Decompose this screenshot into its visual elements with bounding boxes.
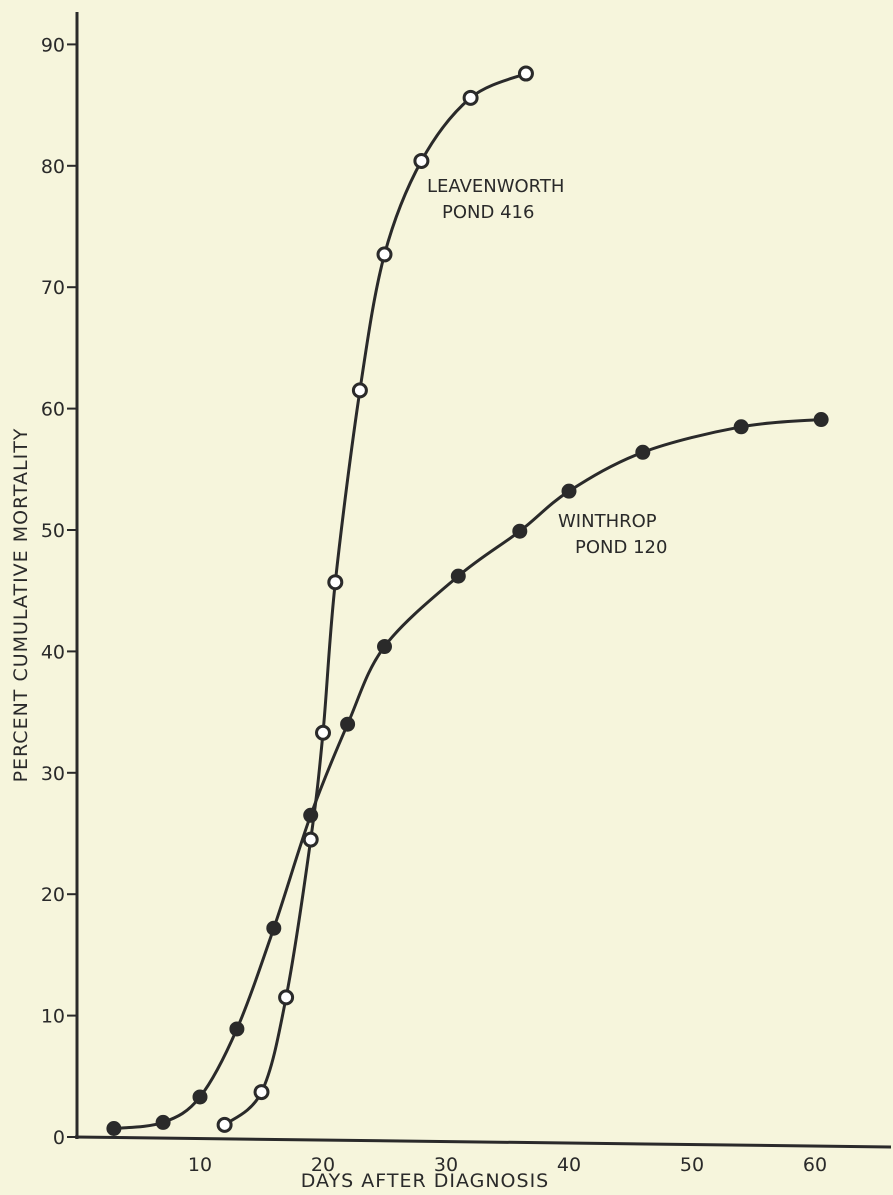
data-point-s1-7 xyxy=(377,639,392,655)
data-point-s1-13 xyxy=(813,412,829,428)
data-point-s1-5 xyxy=(303,807,319,823)
x-tick-label-60: 60 xyxy=(803,1154,827,1176)
data-point-s1-6 xyxy=(340,716,356,732)
data-point-s1-2 xyxy=(192,1089,208,1105)
data-point-s0-9 xyxy=(462,89,479,106)
x-tick-label-50: 50 xyxy=(680,1154,704,1176)
data-point-s1-0 xyxy=(106,1121,122,1137)
data-point-s0-5 xyxy=(327,574,344,591)
data-point-s0-6 xyxy=(351,382,368,399)
y-axis-label: PERCENT CUMULATIVE MORTALITY xyxy=(10,428,32,783)
data-point-s0-0 xyxy=(216,1116,233,1133)
series-line-0 xyxy=(223,72,528,1127)
series-label-leavenworth-line2: POND 416 xyxy=(442,202,534,223)
data-point-s0-8 xyxy=(413,152,430,169)
x-tick-label-40: 40 xyxy=(557,1154,581,1176)
x-tick-label-30: 30 xyxy=(434,1154,458,1176)
data-point-s1-10 xyxy=(561,483,577,499)
y-tick-label-30: 30 xyxy=(41,763,65,785)
data-point-s1-3 xyxy=(229,1021,245,1037)
data-point-s0-1 xyxy=(253,1084,270,1101)
series-label-leavenworth-line1: LEAVENWORTH xyxy=(427,176,564,197)
y-tick-label-70: 70 xyxy=(41,277,65,299)
data-point-s0-2 xyxy=(278,989,295,1006)
y-tick-label-80: 80 xyxy=(41,156,65,178)
y-tick-label-90: 90 xyxy=(41,34,65,56)
chart-ticks: 0 10 20 30 40 50 60 70 80 90 10 20 30 40 50 60 xyxy=(41,34,827,1176)
data-point-s0-10 xyxy=(517,65,534,82)
x-axis-label: DAYS AFTER DIAGNOSIS xyxy=(301,1170,549,1192)
y-tick-label-10: 10 xyxy=(41,1006,65,1028)
data-point-s1-12 xyxy=(733,419,749,435)
y-tick-label-60: 60 xyxy=(41,399,65,421)
series-line-1 xyxy=(112,418,823,1130)
y-tick-label-40: 40 xyxy=(41,641,65,663)
x-tick-label-10: 10 xyxy=(188,1154,212,1176)
y-tick-label-20: 20 xyxy=(41,884,65,906)
x-tick-label-20: 20 xyxy=(311,1154,335,1176)
data-point-s0-7 xyxy=(376,246,393,263)
y-tick-label-0: 0 xyxy=(53,1127,65,1149)
data-point-s1-9 xyxy=(512,523,528,539)
data-point-s1-11 xyxy=(635,444,651,460)
x-axis-line xyxy=(74,1135,892,1149)
data-point-s1-4 xyxy=(266,920,282,936)
y-tick-label-50: 50 xyxy=(41,520,65,542)
chart-data-points xyxy=(106,65,829,1137)
data-point-s1-8 xyxy=(450,568,466,584)
series-label-winthrop-line2: POND 120 xyxy=(575,537,667,558)
data-point-s0-3 xyxy=(302,831,319,848)
data-point-s0-4 xyxy=(315,724,331,741)
series-label-winthrop-line1: WINTHROP xyxy=(558,511,657,532)
chart-series-lines xyxy=(112,72,823,1130)
chart-axes xyxy=(74,12,892,1149)
data-point-s1-1 xyxy=(155,1114,171,1130)
